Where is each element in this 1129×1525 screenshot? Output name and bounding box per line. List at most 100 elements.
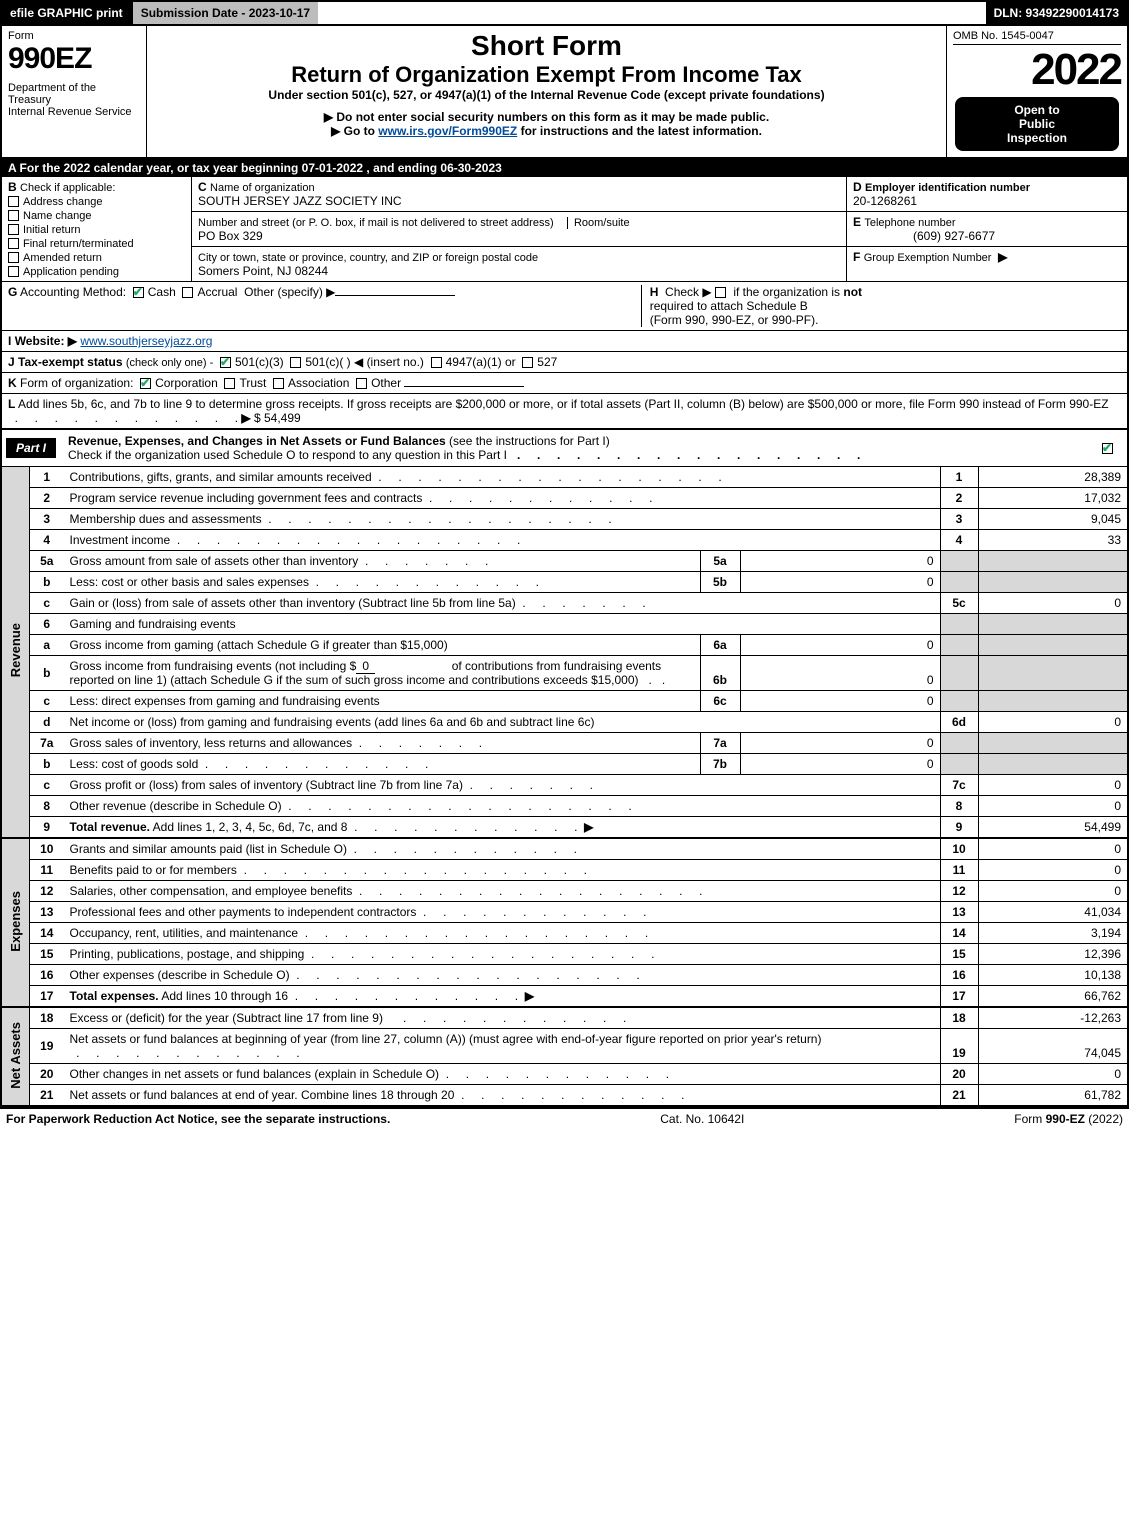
top-bar: efile GRAPHIC print Submission Date - 20… <box>0 0 1129 26</box>
row-7b: b Less: cost of goods sold 7b 0 <box>1 754 1128 775</box>
l5c-amount: 0 <box>978 593 1128 614</box>
sidecat-expenses: Expenses <box>1 838 30 1007</box>
l6b-fill[interactable]: 0 <box>356 659 375 674</box>
e-title: Telephone number <box>864 217 955 229</box>
chk-application-pending[interactable] <box>8 266 19 277</box>
l5c-desc: Gain or (loss) from sale of assets other… <box>64 593 941 614</box>
d-title: Employer identification number <box>865 182 1030 194</box>
l8-num: 8 <box>30 796 64 817</box>
chk-corporation[interactable] <box>140 378 151 389</box>
l17-desc: Total expenses. Add lines 10 through 16 … <box>64 986 941 1008</box>
chk-501c3[interactable] <box>220 357 231 368</box>
l7b-desc: Less: cost of goods sold <box>64 754 701 775</box>
street-value: PO Box 329 <box>198 229 263 243</box>
chk-527[interactable] <box>522 357 533 368</box>
lbl-application-pending: Application pending <box>23 266 119 278</box>
chk-501c[interactable] <box>290 357 301 368</box>
row-7a: 7a Gross sales of inventory, less return… <box>1 733 1128 754</box>
l14-num: 14 <box>30 923 64 944</box>
l1-box: 1 <box>940 467 978 488</box>
l-dots <box>8 411 238 425</box>
row-21: 21 Net assets or fund balances at end of… <box>1 1085 1128 1107</box>
l7c-num: c <box>30 775 64 796</box>
l17-amount: 66,762 <box>978 986 1128 1008</box>
other-method-input[interactable] <box>335 295 455 296</box>
chk-address-change[interactable] <box>8 196 19 207</box>
l6b-num: b <box>30 656 64 691</box>
row-6b: b Gross income from fundraising events (… <box>1 656 1128 691</box>
chk-name-change[interactable] <box>8 210 19 221</box>
l1-amount: 28,389 <box>978 467 1128 488</box>
chk-initial-return[interactable] <box>8 224 19 235</box>
chk-cash[interactable] <box>133 287 144 298</box>
efile-badge[interactable]: efile GRAPHIC print <box>2 2 131 24</box>
chk-association[interactable] <box>273 378 284 389</box>
l13-amount: 41,034 <box>978 902 1128 923</box>
l11-box: 11 <box>940 860 978 881</box>
l5a-num: 5a <box>30 551 64 572</box>
row-5a: 5a Gross amount from sale of assets othe… <box>1 551 1128 572</box>
l-label: L <box>8 397 15 411</box>
other-org-input[interactable] <box>404 386 524 387</box>
l15-desc: Printing, publications, postage, and shi… <box>64 944 941 965</box>
l6-num: 6 <box>30 614 64 635</box>
f-label: F <box>853 250 860 264</box>
part-i-title-note: (see the instructions for Part I) <box>446 434 610 448</box>
chk-schedule-o-part-i[interactable] <box>1102 443 1113 454</box>
l6b-amt-shade <box>978 656 1128 691</box>
chk-trust[interactable] <box>224 378 235 389</box>
sidecat-revenue: Revenue <box>1 467 30 838</box>
goto-post: for instructions and the latest informat… <box>517 124 762 138</box>
l13-desc: Professional fees and other payments to … <box>64 902 941 923</box>
irs-link[interactable]: www.irs.gov/Form990EZ <box>378 124 517 138</box>
row-6a: a Gross income from gaming (attach Sched… <box>1 635 1128 656</box>
l17-box: 17 <box>940 986 978 1008</box>
l5b-num: b <box>30 572 64 593</box>
row-14: 14 Occupancy, rent, utilities, and maint… <box>1 923 1128 944</box>
footer-right-post: (2022) <box>1085 1112 1123 1126</box>
row-7c: c Gross profit or (loss) from sales of i… <box>1 775 1128 796</box>
section-e: E Telephone number (609) 927-6677 <box>847 212 1127 247</box>
h-text4: (Form 990, 990-EZ, or 990-PF). <box>650 313 819 327</box>
l7b-amt-shade <box>978 754 1128 775</box>
lbl-other-method: Other (specify) ▶ <box>244 285 335 299</box>
l20-box: 20 <box>940 1064 978 1085</box>
lbl-corporation: Corporation <box>155 376 218 390</box>
chk-4947[interactable] <box>431 357 442 368</box>
chk-accrual[interactable] <box>182 287 193 298</box>
l16-box: 16 <box>940 965 978 986</box>
l7c-box: 7c <box>940 775 978 796</box>
l2-amount: 17,032 <box>978 488 1128 509</box>
chk-other-org[interactable] <box>356 378 367 389</box>
l6a-subval: 0 <box>740 635 940 656</box>
row-9: 9 Total revenue. Add lines 1, 2, 3, 4, 5… <box>1 817 1128 839</box>
l3-num: 3 <box>30 509 64 530</box>
section-a-mid: , and ending <box>363 161 440 175</box>
l3-desc: Membership dues and assessments <box>64 509 941 530</box>
l17-num: 17 <box>30 986 64 1008</box>
submission-date-badge: Submission Date - 2023-10-17 <box>131 2 318 24</box>
l14-desc: Occupancy, rent, utilities, and maintena… <box>64 923 941 944</box>
row-18: Net Assets 18 Excess or (deficit) for th… <box>1 1007 1128 1029</box>
l6a-num: a <box>30 635 64 656</box>
l1-desc: Contributions, gifts, grants, and simila… <box>64 467 941 488</box>
l7a-amt-shade <box>978 733 1128 754</box>
chk-amended-return[interactable] <box>8 252 19 263</box>
website-link[interactable]: www.southjerseyjazz.org <box>80 334 212 348</box>
topbar-spacer <box>318 2 985 24</box>
c-label: C <box>198 180 207 194</box>
row-8: 8 Other revenue (describe in Schedule O)… <box>1 796 1128 817</box>
l20-desc: Other changes in net assets or fund bala… <box>64 1064 941 1085</box>
chk-final-return[interactable] <box>8 238 19 249</box>
l8-box: 8 <box>940 796 978 817</box>
dln-badge: DLN: 93492290014173 <box>986 2 1127 24</box>
chk-schedule-b[interactable] <box>715 287 726 298</box>
l5a-subval: 0 <box>740 551 940 572</box>
l6a-desc: Gross income from gaming (attach Schedul… <box>64 635 701 656</box>
lbl-trust: Trust <box>239 376 266 390</box>
l13-box: 13 <box>940 902 978 923</box>
l6b-sub: 6b <box>700 656 740 691</box>
page-footer: For Paperwork Reduction Act Notice, see … <box>0 1107 1129 1129</box>
l21-box: 21 <box>940 1085 978 1107</box>
l21-amount: 61,782 <box>978 1085 1128 1107</box>
